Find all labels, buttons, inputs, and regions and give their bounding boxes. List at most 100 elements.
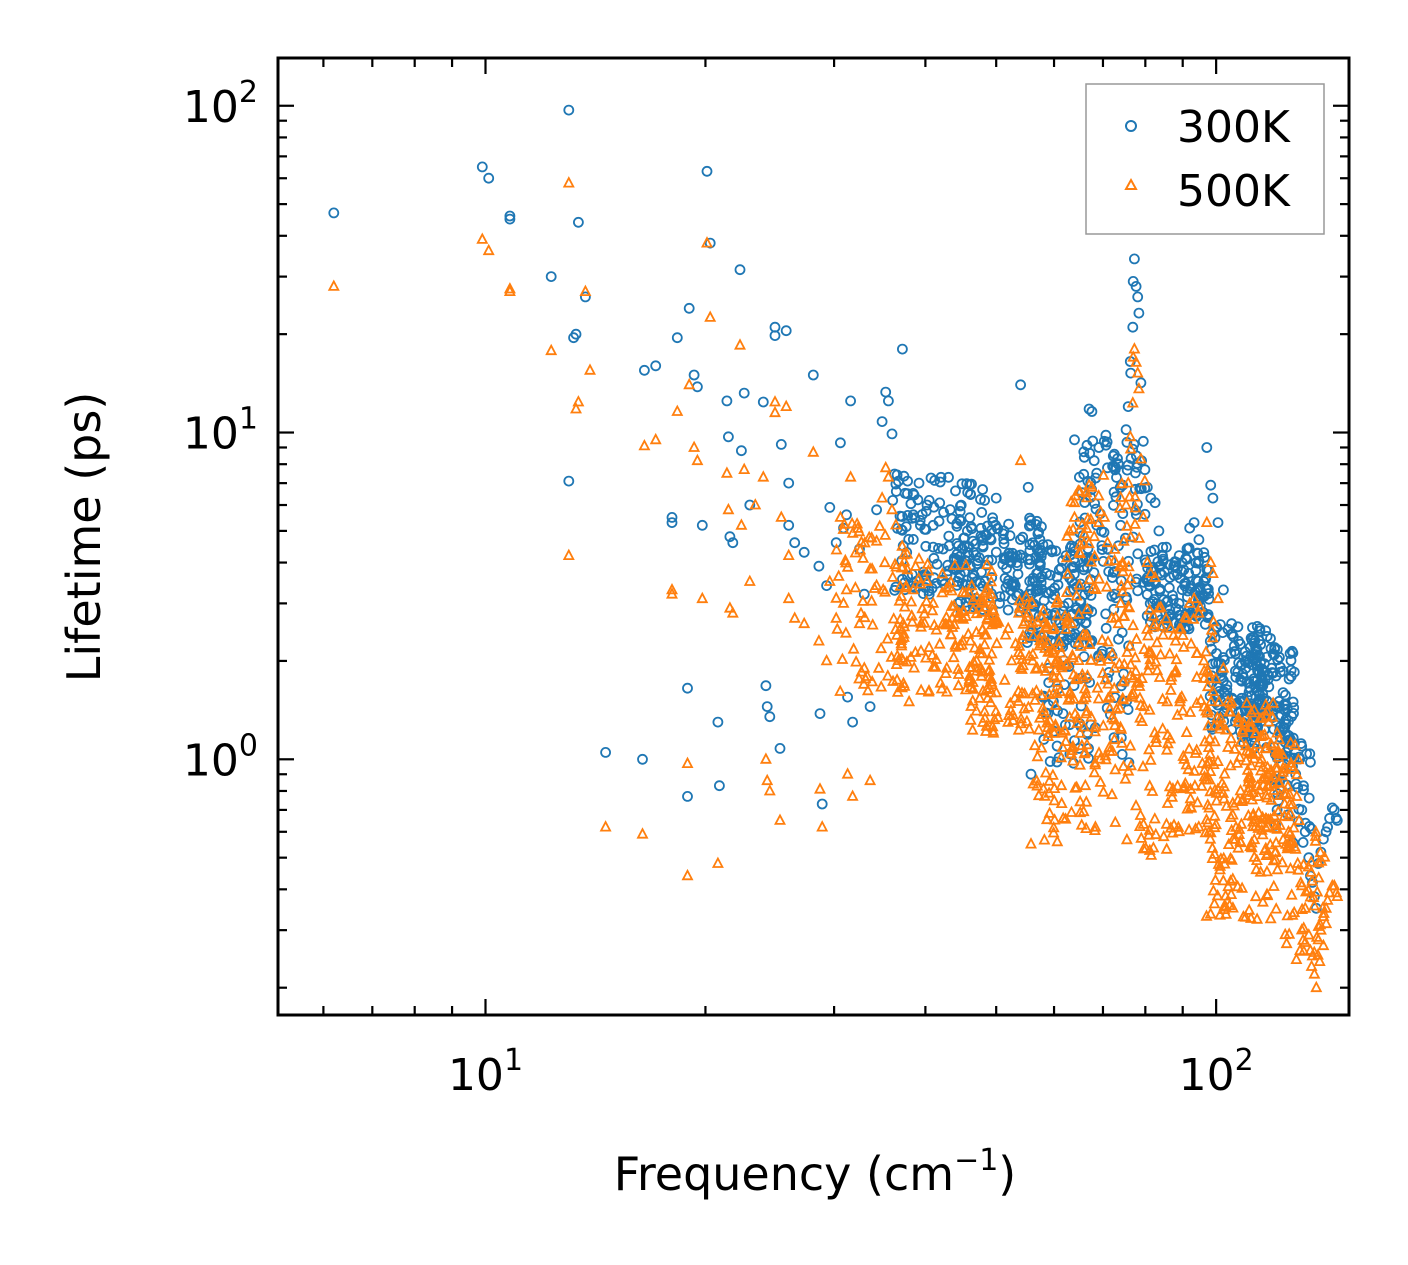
point-500k bbox=[1189, 821, 1202, 834]
point-500k bbox=[1302, 928, 1315, 940]
point-500k bbox=[1085, 710, 1098, 722]
point-300k bbox=[1051, 571, 1063, 583]
point-500k bbox=[1065, 494, 1078, 507]
point-300k bbox=[896, 524, 908, 536]
point-300k bbox=[696, 519, 708, 531]
point-500k bbox=[1225, 731, 1237, 744]
point-500k bbox=[1171, 779, 1184, 791]
point-500k bbox=[1071, 716, 1084, 728]
point-300k bbox=[1183, 542, 1195, 554]
point-300k bbox=[965, 489, 976, 501]
point-300k bbox=[1139, 464, 1151, 476]
point-300k bbox=[864, 701, 876, 712]
point-500k bbox=[907, 582, 920, 595]
point-500k bbox=[1112, 616, 1125, 629]
point-500k bbox=[1129, 650, 1142, 663]
y-tick-label: 100 bbox=[183, 728, 258, 786]
point-500k bbox=[861, 669, 874, 681]
point-500k bbox=[761, 773, 774, 786]
point-500k bbox=[1313, 954, 1326, 966]
point-300k bbox=[920, 540, 932, 552]
point-500k bbox=[889, 518, 902, 530]
point-500k bbox=[711, 856, 724, 868]
point-300k bbox=[1250, 655, 1262, 667]
point-500k bbox=[963, 669, 976, 681]
point-500k bbox=[1036, 637, 1049, 649]
point-500k bbox=[1100, 580, 1113, 592]
point-500k bbox=[1161, 694, 1174, 707]
point-300k bbox=[890, 485, 902, 497]
point-500k bbox=[1254, 865, 1267, 877]
point-300k bbox=[935, 471, 947, 483]
point-300k bbox=[927, 519, 939, 531]
point-500k bbox=[1055, 660, 1068, 673]
point-500k bbox=[985, 574, 998, 587]
point-500k bbox=[918, 616, 931, 628]
point-500k bbox=[985, 675, 998, 687]
point-500k bbox=[885, 650, 898, 662]
point-500k bbox=[681, 756, 694, 768]
point-300k bbox=[1240, 662, 1252, 674]
point-500k bbox=[1264, 765, 1276, 777]
point-500k bbox=[1143, 823, 1156, 835]
point-500k bbox=[1226, 808, 1239, 820]
legend-box bbox=[1085, 83, 1325, 235]
point-500k bbox=[562, 548, 575, 560]
point-300k bbox=[1331, 815, 1343, 826]
point-300k bbox=[914, 515, 926, 526]
point-500k bbox=[1247, 815, 1259, 827]
point-500k bbox=[1197, 653, 1210, 666]
point-500k bbox=[1059, 734, 1072, 746]
point-300k bbox=[927, 541, 939, 553]
point-500k bbox=[1288, 905, 1301, 918]
point-300k bbox=[1145, 546, 1157, 557]
point-300k bbox=[1025, 768, 1037, 780]
point-500k bbox=[1200, 515, 1213, 527]
point-300k bbox=[990, 546, 1002, 558]
point-500k bbox=[1088, 529, 1101, 542]
point-500k bbox=[865, 594, 878, 606]
point-500k bbox=[1245, 720, 1258, 733]
point-500k bbox=[1090, 582, 1102, 594]
point-500k bbox=[1129, 501, 1142, 513]
point-300k bbox=[1093, 442, 1105, 453]
point-500k bbox=[1267, 879, 1280, 891]
point-500k bbox=[1076, 518, 1089, 530]
point-500k bbox=[1184, 782, 1197, 794]
point-500k bbox=[1048, 793, 1061, 806]
point-500k bbox=[1234, 783, 1247, 796]
point-300k bbox=[1085, 590, 1097, 601]
point-500k bbox=[1103, 740, 1116, 752]
point-500k bbox=[1236, 725, 1249, 738]
point-500k bbox=[759, 752, 772, 764]
point-300k bbox=[1057, 708, 1069, 719]
point-500k bbox=[1081, 737, 1093, 750]
point-300k bbox=[1108, 486, 1120, 498]
point-300k bbox=[1130, 280, 1142, 292]
point-500k bbox=[1149, 827, 1162, 840]
point-500k bbox=[1170, 652, 1183, 665]
point-500k bbox=[1085, 653, 1097, 665]
point-300k bbox=[963, 541, 975, 552]
point-500k bbox=[1187, 612, 1200, 624]
point-500k bbox=[1116, 555, 1129, 567]
point-500k bbox=[1071, 711, 1084, 723]
point-500k bbox=[1267, 696, 1280, 708]
point-500k bbox=[1099, 672, 1112, 685]
point-500k bbox=[1124, 571, 1137, 583]
point-500k bbox=[1217, 661, 1230, 673]
point-500k bbox=[1065, 805, 1078, 817]
point-500k bbox=[1061, 529, 1073, 541]
point-300k bbox=[504, 210, 516, 222]
point-500k bbox=[840, 582, 853, 595]
point-500k bbox=[1013, 601, 1026, 613]
point-500k bbox=[1177, 781, 1190, 793]
point-300k bbox=[1229, 646, 1240, 657]
point-500k bbox=[1039, 766, 1052, 778]
point-300k bbox=[1274, 651, 1285, 663]
point-500k bbox=[1084, 512, 1097, 525]
point-500k bbox=[895, 639, 908, 651]
point-500k bbox=[1133, 819, 1146, 831]
point-500k bbox=[1053, 640, 1066, 652]
point-500k bbox=[922, 564, 935, 576]
